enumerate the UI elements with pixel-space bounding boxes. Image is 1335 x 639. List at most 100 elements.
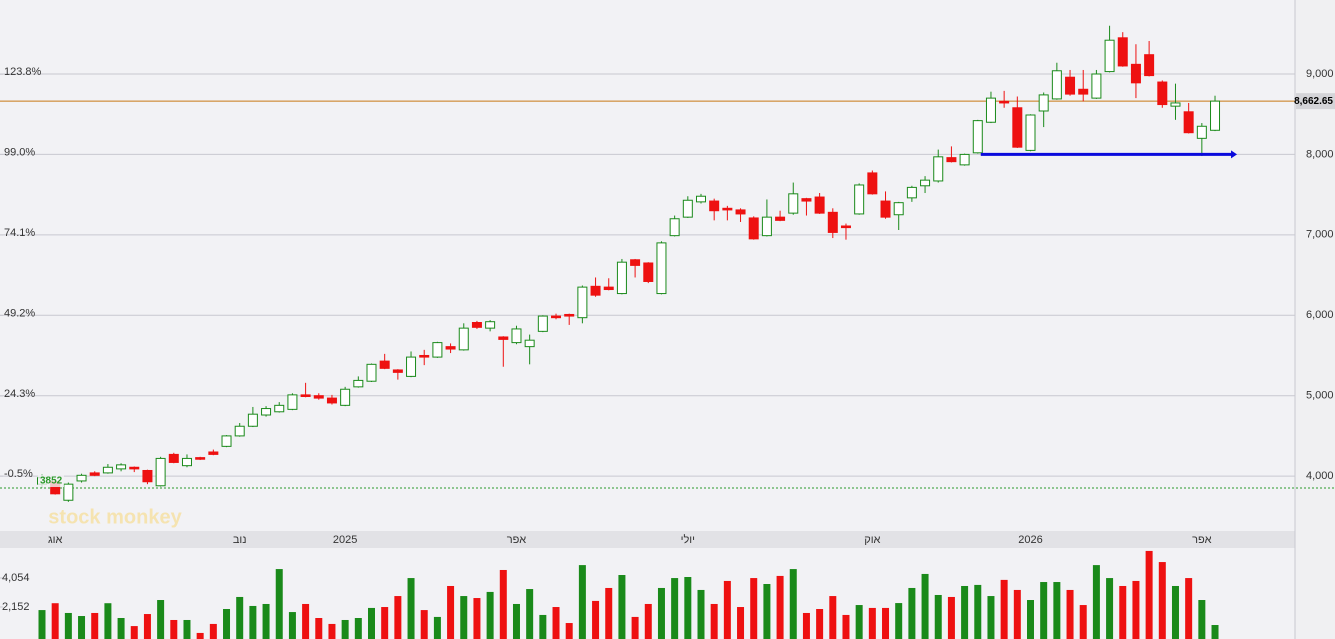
candle-body (445, 346, 456, 350)
volume-bar (671, 578, 679, 639)
candle-body (89, 472, 100, 476)
candle-body (261, 408, 272, 416)
volume-bar (539, 614, 547, 639)
volume-bar (38, 610, 46, 639)
volume-bar (1053, 582, 1061, 639)
candle-body (340, 388, 351, 406)
candle-body (76, 474, 87, 482)
x-tick-label: אפר (507, 534, 527, 546)
volume-bar (882, 607, 890, 639)
volume-bar (1106, 578, 1114, 639)
volume-bar (1145, 550, 1153, 639)
volume-bar (776, 575, 784, 639)
volume-bar (381, 607, 389, 639)
volume-bar (64, 612, 72, 639)
volume-bar (170, 619, 178, 639)
volume-bar (710, 603, 718, 639)
candle-body (920, 179, 931, 187)
volume-bar (1079, 605, 1087, 639)
candle-body (432, 342, 443, 358)
volume-bar (987, 596, 995, 639)
volume-bar (961, 585, 969, 639)
candle-body (1078, 88, 1089, 95)
y2-tick-label: 123.8% (4, 66, 42, 78)
candle-body (181, 457, 192, 467)
candle-body (748, 217, 759, 240)
volume-bar (789, 569, 797, 639)
volume-bar (473, 598, 481, 639)
y2-tick-label: 24.3% (4, 388, 35, 400)
volume-bar (895, 603, 903, 639)
volume-bar (104, 603, 112, 639)
candle-body (208, 451, 219, 455)
candle-body (1091, 73, 1102, 99)
volume-bar (262, 603, 270, 639)
volume-bar (552, 607, 560, 639)
volume-bar (723, 580, 731, 639)
candle-body (972, 120, 983, 154)
x-tick-label: אפר (1192, 534, 1212, 546)
candle-body (564, 313, 575, 317)
volume-bar (183, 619, 191, 639)
candle-body (511, 328, 522, 344)
volume-bar (91, 612, 99, 639)
volume-bar (1198, 600, 1206, 639)
volume-bar (209, 623, 217, 639)
volume-bar (737, 607, 745, 639)
candle-body (353, 379, 364, 388)
candle-body (709, 200, 720, 212)
candle-body (827, 211, 838, 233)
candle-body (155, 457, 166, 487)
volume-bar (974, 584, 982, 639)
candle-body (682, 199, 693, 218)
candle-body (1025, 114, 1036, 151)
volume-bar (750, 578, 758, 639)
y-tick-label: 4,000 (1306, 470, 1334, 482)
candle-body (788, 193, 799, 214)
x-tick-label: 2025 (333, 534, 357, 546)
volume-bar (657, 587, 665, 639)
volume-bar (223, 609, 231, 639)
last-price-box (1296, 93, 1335, 110)
volume-bar (592, 600, 600, 639)
candle-body (590, 285, 601, 296)
volume-bar (1185, 578, 1193, 639)
candle-body (392, 369, 403, 373)
candle-body (801, 198, 812, 202)
volume-bar (908, 587, 916, 639)
candle-body (1104, 39, 1115, 73)
candle-body (1051, 70, 1062, 100)
candle-body (656, 242, 667, 295)
volume-bar (288, 612, 296, 639)
candle-body (1065, 76, 1076, 95)
volume-bar (433, 616, 441, 639)
volume-bar (1171, 585, 1179, 639)
volume-bar (578, 565, 586, 639)
volume-bar (499, 569, 507, 639)
volume-bar (157, 600, 165, 639)
volume-bar (1027, 600, 1034, 639)
candle-body (603, 286, 614, 291)
volume-bar (460, 596, 468, 639)
x-tick-label: יולי (681, 533, 695, 546)
candle-body (485, 321, 496, 329)
base-label-box (38, 475, 64, 488)
volume-bar (1040, 582, 1048, 639)
volume-bar (644, 603, 652, 639)
candle-body (1130, 63, 1141, 84)
candle-body (933, 156, 944, 182)
volume-bar (631, 616, 639, 639)
y-tick-label: 8,000 (1306, 148, 1334, 160)
candle-body (300, 394, 311, 397)
volume-bar (816, 609, 824, 639)
candle-body (959, 153, 970, 166)
candle-body (419, 354, 430, 358)
candle-body (537, 315, 548, 332)
candle-body (168, 453, 179, 463)
watermark: stock monkey (48, 506, 182, 528)
volume-bar (1092, 565, 1100, 639)
candle-body (854, 184, 865, 215)
volume-bar (302, 603, 310, 639)
volume-bar (236, 596, 244, 639)
